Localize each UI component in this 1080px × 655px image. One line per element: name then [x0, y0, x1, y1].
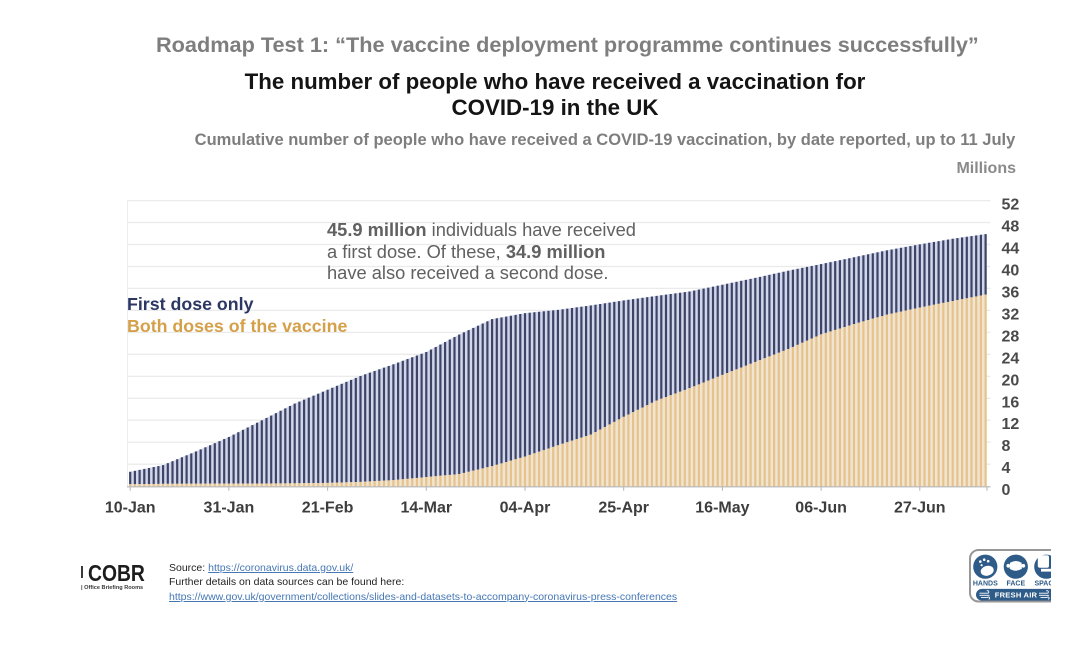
- svg-text:36: 36: [1002, 284, 1020, 301]
- svg-text:44: 44: [1002, 241, 1020, 258]
- svg-text:27-Jun: 27-Jun: [894, 500, 946, 517]
- svg-text:24: 24: [1002, 350, 1020, 367]
- svg-text:28: 28: [1002, 328, 1020, 345]
- svg-text:04-Apr: 04-Apr: [500, 500, 551, 517]
- svg-text:HANDS: HANDS: [973, 580, 998, 587]
- svg-text:21-Feb: 21-Feb: [302, 500, 354, 517]
- svg-text:FRESH AIR: FRESH AIR: [995, 590, 1038, 599]
- svg-text:8: 8: [1002, 438, 1011, 455]
- svg-text:10-Jan: 10-Jan: [105, 500, 156, 517]
- svg-text:16-May: 16-May: [695, 500, 749, 517]
- svg-text:52: 52: [1002, 197, 1020, 214]
- svg-text:SPACE: SPACE: [1034, 580, 1051, 587]
- svg-text:FACE: FACE: [1006, 580, 1025, 587]
- svg-text:31-Jan: 31-Jan: [204, 500, 255, 517]
- svg-text:14-Mar: 14-Mar: [401, 500, 453, 517]
- svg-text:4: 4: [1002, 460, 1011, 477]
- svg-text:48: 48: [1002, 219, 1020, 236]
- svg-text:25-Apr: 25-Apr: [598, 500, 649, 517]
- svg-text:0: 0: [1002, 482, 1011, 499]
- svg-text:12: 12: [1002, 416, 1020, 433]
- svg-text:20: 20: [1002, 372, 1020, 389]
- svg-text:16: 16: [1002, 394, 1020, 411]
- svg-text:32: 32: [1002, 306, 1020, 323]
- svg-text:06-Jun: 06-Jun: [795, 500, 847, 517]
- svg-text:40: 40: [1002, 263, 1020, 280]
